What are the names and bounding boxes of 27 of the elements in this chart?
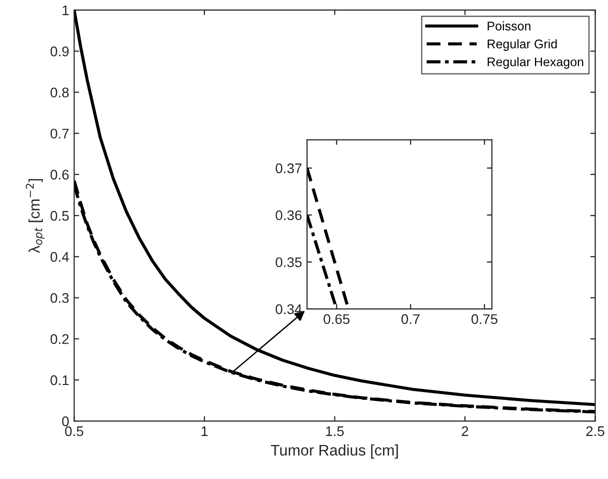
legend-label: Poisson — [488, 21, 530, 30]
y-tick-label: 1 — [62, 6, 69, 16]
y-tick-label: 0.2 — [50, 334, 69, 344]
x-tick-label: 1.5 — [326, 426, 344, 436]
y-tick-label: 0.35 — [276, 257, 302, 268]
x-tick-label: 1 — [202, 426, 208, 436]
y-tick-label: 0.6 — [50, 170, 69, 180]
x-axis-title: Tumor Radius [cm] — [270, 444, 398, 459]
y-tick-label: 0.3 — [50, 293, 69, 303]
x-tick-label: 2 — [462, 426, 468, 436]
y-tick-label: 0.9 — [50, 46, 69, 56]
y-tick-label: 0.7 — [50, 128, 69, 139]
y-tick-label: 0 — [62, 416, 69, 426]
y-tick-label: 0.34 — [276, 304, 302, 314]
y-tick-label: 0.1 — [50, 375, 69, 386]
y-axis-title: λ$_{opt}$ [cm$^{−2}$] — [26, 179, 44, 254]
y-tick-label: 0.8 — [50, 88, 69, 98]
x-tick-label: 2.5 — [586, 426, 604, 436]
x-tick-label: 0.75 — [472, 314, 498, 324]
legend-label: Regular Hexagon — [488, 57, 584, 69]
y-tick-label: 0.4 — [50, 252, 69, 262]
legend-label: Regular Grid — [488, 39, 557, 51]
y-tick-label: 0.37 — [276, 163, 302, 174]
x-tick-label: 0.65 — [324, 314, 350, 324]
y-tick-label: 0.5 — [50, 210, 69, 221]
y-tick-label: 0.36 — [276, 210, 302, 220]
x-tick-label: 0.7 — [401, 314, 420, 324]
